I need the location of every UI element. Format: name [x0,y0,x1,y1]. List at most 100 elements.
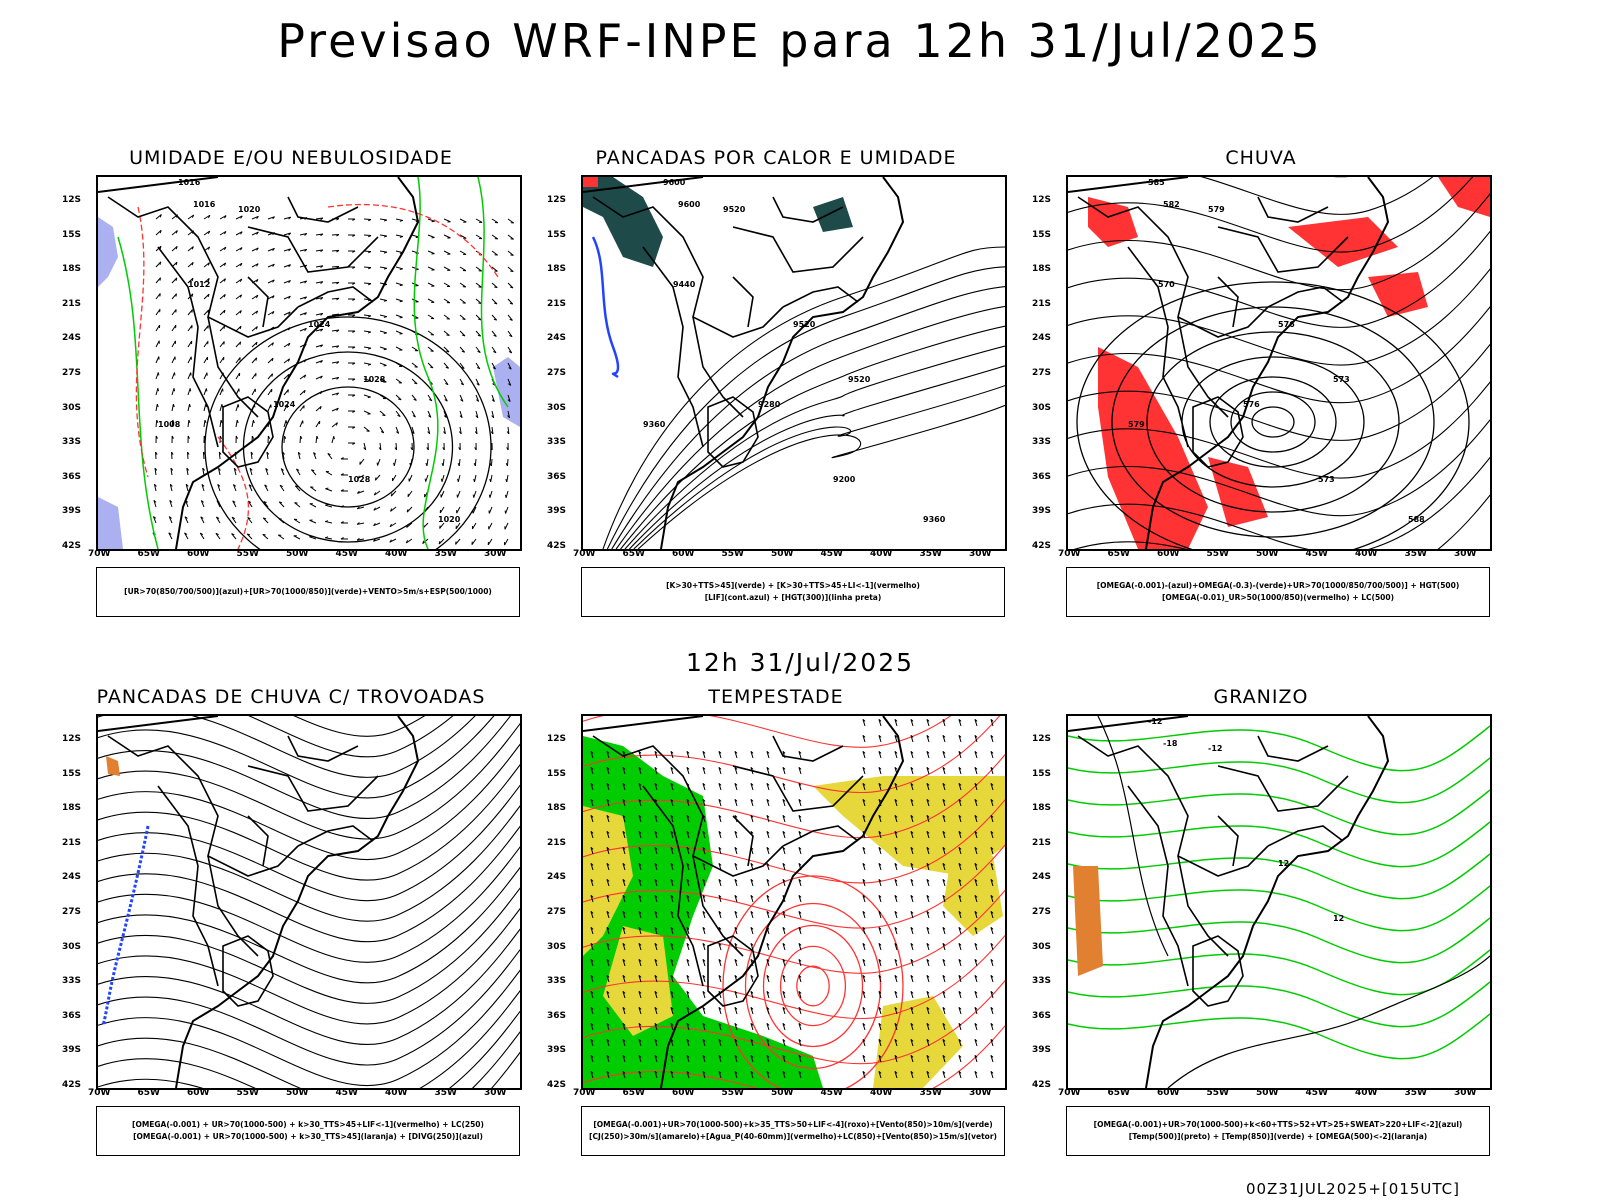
lon-tick-label: 70W [88,549,111,559]
lat-tick-label: 30S [62,402,82,413]
rain-shade [1088,197,1138,247]
legend-line: [OMEGA(-0.001)+UR>70(1000-500)+k>35_TTS>… [593,1120,993,1129]
lon-tick-label: 45W [1305,549,1328,559]
contour-label: 576 [1243,400,1260,409]
lat-tick-label: 36S [1032,471,1052,482]
lat-tick-label: 15S [547,229,567,240]
lat-tick-label: 27S [547,907,567,917]
coastline [98,177,420,549]
temp-500-contours [1097,716,1490,1088]
map-frame: 1016 1016 1020 1024 1028 1012 1008 1024 1028 1020 [96,175,522,551]
lon-tick-label: 60W [1157,549,1180,559]
lat-tick-label: 24S [62,333,82,344]
wind-vectors [152,214,515,546]
lon-tick-label: 40W [385,1088,408,1098]
contour-label: 588 [1408,515,1425,524]
panel-pancadas-calor: PANCADAS POR CALOR E UMIDADE 12S 15S 18S 21S… [541,147,1011,627]
lat-tick-label: 24S [62,872,82,883]
contour-label: 576 [1278,320,1295,329]
rain-shading: 585 582 579 576 573 570 579 576 573 588 [1068,177,1490,549]
lat-tick-label: 36S [62,471,82,482]
lon-tick-label: 50W [286,1088,309,1098]
contour-label: 1020 [438,515,461,524]
contour-label: 9600 [678,200,701,209]
jet-shade [943,846,1003,936]
panel-legend: [UR>70(850/700/500)](azul)+[UR>70(1000/8… [96,567,520,617]
lat-tick-label: 21S [547,837,567,848]
storm-shading [583,716,1005,1088]
lat-tick-label: 39S [62,506,82,517]
divergence-contours [101,825,150,1027]
lat-tick-label: 39S [1032,506,1052,517]
temperature-contours: -12 -18 -12 12 12 [1068,716,1490,1088]
lat-tick-label: 36S [62,1010,82,1021]
lat-tick-label: 30S [62,941,82,952]
panel-chuva: CHUVA 12S 15S 18S 21S 24S 27S 30S 33S 36S 39S 42S 70… [1026,147,1496,627]
streamlines [98,716,520,1088]
green-contours [117,177,509,549]
lon-tick-label: 70W [88,1088,111,1098]
lat-tick-label: 24S [1032,872,1052,883]
contour-label: 570 [1158,280,1175,289]
coastline [1068,177,1390,549]
panel-legend: [K>30+TTS>45](verde) + [K>30+TTS>45+LI<-… [581,567,1005,617]
wind-vectors [590,718,994,1079]
lat-tick-label: 42S [1032,1080,1052,1090]
lat-tick-label: 33S [1032,437,1052,448]
legend-line: [UR>70(850/700/500)](azul)+[UR>70(1000/8… [124,587,492,596]
lat-tick-label: 27S [1032,368,1052,378]
lon-tick-label: 65W [137,549,160,559]
contour-label: 9360 [923,515,946,524]
run-timestamp: 00Z31JUL2025+[015UTC] [1245,1180,1460,1198]
contour-label: 9520 [848,375,871,384]
lat-tick-label: 36S [1032,1010,1052,1021]
coastline [1068,716,1390,1088]
lifted-index-contours [591,236,620,379]
lon-tick-label: 35W [434,1088,457,1098]
lon-tick-label: 70W [1058,1088,1081,1098]
lat-tick-label: 21S [62,298,82,309]
lat-tick-label: 12S [547,734,567,744]
lon-tick-label: 45W [820,1088,843,1098]
height-contours [602,246,1005,549]
lon-tick-label: 65W [622,549,645,559]
contour-label: 1020 [238,205,261,214]
legend-line: [CJ(250)>30m/s](amarelo)+[Agua_P(40-60mm… [589,1132,997,1141]
lon-tick-label: 30W [969,549,992,559]
lon-tick-label: 65W [137,1088,160,1098]
lon-tick-label: 40W [870,549,893,559]
jet-shade [873,996,963,1088]
contour-label: 579 [1128,420,1145,429]
contour-label: -12 [1148,717,1162,726]
contour-label: 573 [1318,475,1335,484]
main-title: Previsao WRF-INPE para 12h 31/Jul/2025 [277,14,1323,68]
panel-granizo: GRANIZO 12S 15S 18S 21S 24S 27S 30S 33S 36S 39S 42S… [1026,686,1496,1166]
lat-tick-label: 42S [62,541,82,551]
panel-legend: [OMEGA(-0.001)-(azul)+OMEGA(-0.3)-(verde… [1066,567,1490,617]
lon-tick-label: 30W [969,1088,992,1098]
lat-tick-label: 15S [62,229,82,240]
lon-tick-label: 70W [573,1088,596,1098]
coastline [98,716,420,1088]
lat-tick-label: 33S [547,437,567,448]
contour-label: 12 [1333,914,1344,923]
panel-legend: [OMEGA(-0.001)+UR>70(1000-500)+k<60+TTS>… [1066,1106,1490,1156]
lon-tick-label: 45W [820,549,843,559]
lat-tick-label: 15S [1032,768,1052,779]
contour-label: 1008 [158,420,181,429]
legend-line: [OMEGA(-0.01)_UR>50(1000/850)(vermelho) … [1161,593,1395,602]
lat-tick-label: 24S [1032,333,1052,344]
subtitle: 12h 31/Jul/2025 [685,648,915,677]
contour-label: 9200 [833,475,856,484]
panel-title: PANCADAS POR CALOR E UMIDADE [595,147,957,169]
contour-label: 585 [1148,178,1165,187]
legend-line: [Temp(500)](preto) + [Temp(850)](verde) … [1128,1132,1428,1141]
lat-tick-label: 18S [547,803,567,814]
red-dashed-contours [135,203,499,549]
lon-tick-label: 35W [434,549,457,559]
humidity-shade [98,497,123,549]
lat-tick-label: 30S [547,941,567,952]
panel-legend: [OMEGA(-0.001) + UR>70(1000-500) + k>30_… [96,1106,520,1156]
lat-tick-label: 12S [1032,195,1052,205]
lon-tick-label: 50W [771,1088,794,1098]
